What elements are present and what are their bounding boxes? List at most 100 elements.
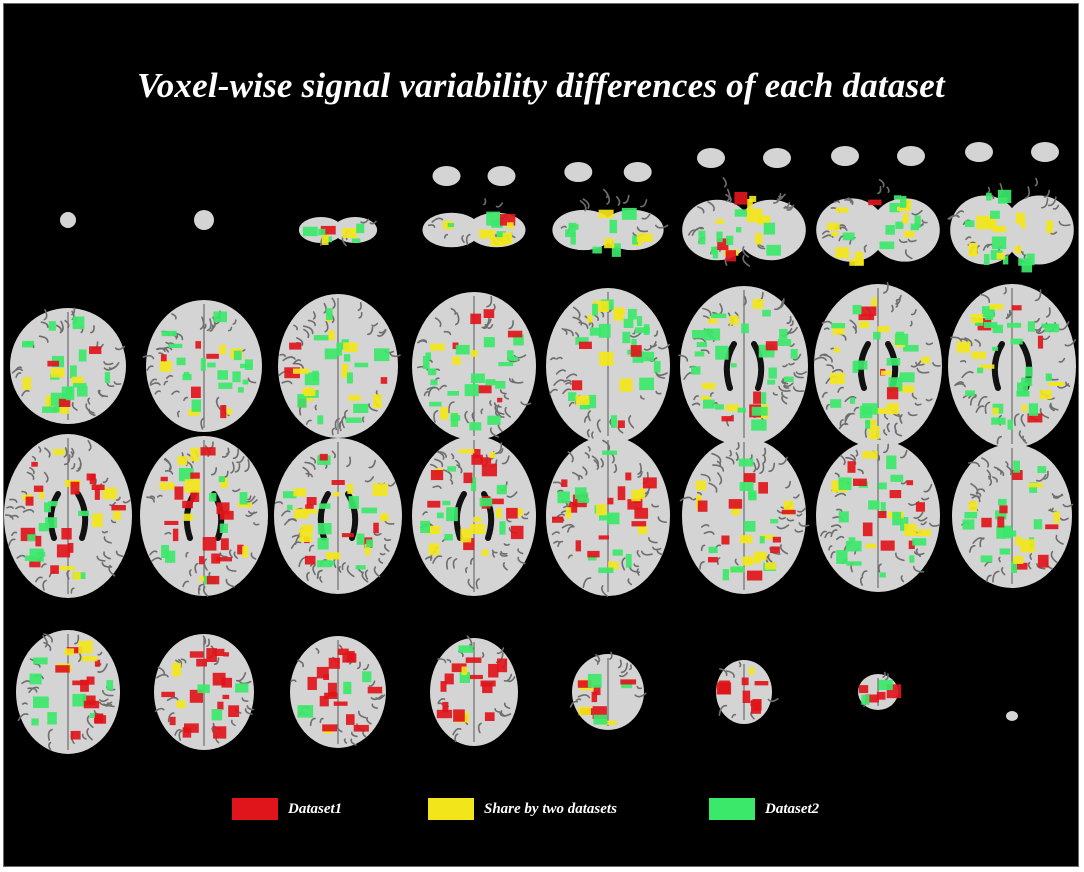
sulcus — [678, 354, 689, 362]
dataset2-voxel-cluster — [450, 413, 459, 427]
dataset2-voxel-cluster — [878, 482, 887, 490]
dataset2-voxel-cluster — [592, 303, 598, 316]
sulcus — [1059, 517, 1069, 521]
sulcus — [729, 449, 732, 457]
shared-voxel-cluster — [242, 546, 249, 558]
dataset1-voxel-cluster — [847, 461, 856, 473]
sulcus — [149, 378, 157, 384]
sulcus — [279, 353, 286, 358]
dataset1-voxel-cluster — [202, 537, 217, 551]
dataset2-voxel-cluster — [217, 370, 228, 380]
dataset1-voxel-cluster — [697, 500, 708, 512]
sulcus — [481, 317, 490, 329]
dataset1-voxel-cluster — [481, 463, 497, 477]
sulcus — [830, 551, 836, 559]
dataset1-voxel-cluster — [220, 538, 229, 551]
dataset2-voxel-cluster — [873, 331, 881, 340]
shared-voxel-cluster — [598, 209, 614, 219]
sulcus — [503, 702, 511, 709]
dataset1-voxel-cluster — [206, 353, 219, 359]
sulcus — [461, 235, 465, 244]
dataset2-voxel-cluster — [577, 498, 590, 503]
sulcus — [954, 381, 964, 387]
dataset2-voxel-cluster — [914, 215, 921, 228]
shared-voxel-cluster — [380, 513, 389, 522]
sulcus — [560, 225, 567, 229]
sulcus — [434, 458, 444, 468]
sulcus — [324, 320, 329, 333]
shared-voxel-cluster — [917, 529, 931, 537]
sulcus — [6, 506, 14, 509]
sulcus — [648, 537, 658, 544]
sulcus — [494, 708, 502, 713]
sulcus — [450, 307, 457, 315]
sulcus — [493, 402, 502, 408]
dataset1-voxel-cluster — [284, 367, 300, 379]
sulcus — [433, 410, 439, 423]
sulcus — [99, 698, 109, 703]
brain-slice-19 — [274, 438, 402, 594]
sulcus — [579, 200, 587, 212]
dataset1-voxel-cluster — [324, 692, 338, 699]
tissue-fragment — [194, 210, 214, 230]
shared-voxel-cluster — [159, 360, 172, 372]
dataset2-voxel-cluster — [73, 383, 87, 388]
dataset2-voxel-cluster — [790, 349, 798, 359]
brain-slice-32 — [1006, 711, 1018, 721]
dataset2-voxel-cluster — [606, 512, 620, 525]
shared-voxel-cluster — [343, 342, 358, 352]
sulcus — [895, 552, 905, 562]
dataset2-voxel-cluster — [610, 415, 617, 428]
dataset2-voxel-cluster — [197, 684, 210, 694]
dataset2-voxel-cluster — [287, 504, 293, 510]
dataset2-voxel-cluster — [469, 422, 482, 431]
sulcus — [343, 738, 348, 744]
sulcus — [304, 461, 316, 470]
sulcus — [198, 584, 202, 591]
sulcus — [15, 372, 22, 378]
sulcus — [106, 382, 115, 388]
sulcus — [912, 565, 925, 573]
dataset1-voxel-cluster — [753, 391, 761, 404]
shared-voxel-cluster — [921, 356, 930, 364]
dataset2-voxel-cluster — [635, 327, 650, 334]
sulcus — [883, 413, 889, 420]
shared-voxel-cluster — [1015, 245, 1021, 254]
dataset2-voxel-cluster — [861, 403, 878, 415]
shared-voxel-cluster — [835, 207, 849, 213]
shared-voxel-cluster — [740, 535, 753, 544]
dataset2-voxel-cluster — [575, 337, 589, 345]
sulcus — [1058, 321, 1070, 331]
sulcus — [568, 401, 575, 407]
sulcus — [627, 578, 633, 586]
sulcus — [832, 368, 844, 373]
dataset2-voxel-cluster — [739, 482, 754, 491]
sulcus — [281, 380, 293, 385]
sulcus — [759, 463, 765, 474]
shared-voxel-cluster — [742, 556, 753, 566]
sulcus — [567, 525, 574, 533]
sulcus — [149, 382, 161, 386]
sulcus — [28, 686, 40, 694]
shared-voxel-cluster — [992, 226, 1007, 233]
sulcus — [708, 482, 718, 493]
sulcus — [154, 707, 165, 713]
sulcus — [302, 466, 310, 478]
dataset2-voxel-cluster — [436, 512, 444, 519]
dataset1-voxel-cluster — [915, 502, 925, 512]
sulcus — [331, 450, 337, 459]
sulcus — [477, 722, 482, 734]
sulcus — [1034, 289, 1042, 302]
dataset1-voxel-cluster — [199, 556, 205, 565]
dataset2-voxel-cluster — [767, 379, 776, 385]
sulcus — [59, 320, 64, 334]
dataset2-voxel-cluster — [1011, 561, 1018, 573]
dataset2-voxel-cluster — [348, 496, 359, 509]
sulcus — [40, 321, 49, 329]
shared-voxel-cluster — [854, 251, 864, 266]
sulcus — [232, 319, 237, 325]
dataset2-voxel-cluster — [161, 330, 177, 337]
sulcus — [1052, 204, 1060, 210]
sulcus — [389, 352, 401, 358]
dataset2-voxel-cluster — [464, 384, 479, 397]
